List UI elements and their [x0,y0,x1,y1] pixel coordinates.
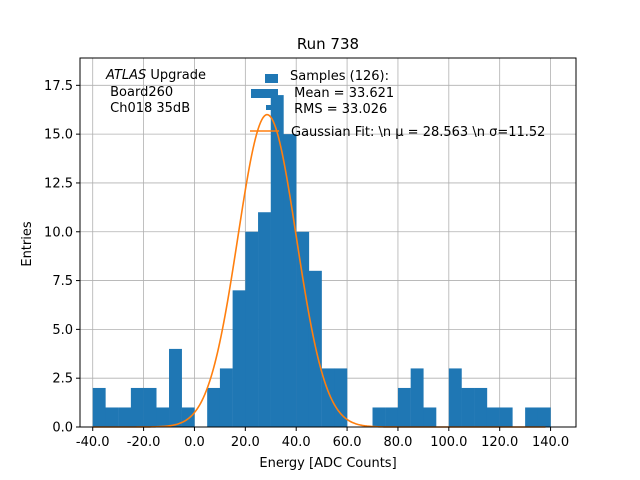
histogram-bar-7 [181,407,195,427]
atlas-upgrade: Upgrade [146,68,206,83]
y-tick-label-5: 12.5 [44,176,73,191]
histogram-bar-6 [169,348,182,427]
histogram-bar-5 [156,407,170,427]
y-tick-label-0: 0.0 [52,421,73,436]
x-tick-label-1: -20.0 [127,435,161,450]
channel-label: Ch018 35dB [106,101,190,116]
x-tick-label-4: 40.0 [282,435,311,450]
legend-samples-line-1: Samples (126): [290,69,389,84]
x-tick-label-9: 140.0 [532,435,569,450]
y-tick-label-3: 7.5 [52,274,73,289]
y-tick-label-2: 5.0 [52,323,73,338]
histogram-bar-13 [258,212,271,427]
y-axis-title: Entries [20,221,35,267]
histogram-bar-24 [397,387,411,427]
legend-swatch-samples-2 [251,89,278,98]
atlas-label: ATLAS Upgrade [105,68,206,83]
histogram-bar-30 [474,387,488,427]
histogram-bar-28 [448,368,462,427]
x-tick-label-5: 60.0 [333,435,362,450]
y-tick-label-7: 17.5 [44,79,73,94]
legend-samples-line-3: RMS = 33.026 [290,102,387,117]
histogram-bar-31 [486,407,500,427]
legend-swatch-samples-3 [266,105,278,110]
x-axis-ticks: -40.0 -20.0 0.0 20.0 40.0 60.0 80.0 100.0 120.0 1… [76,427,569,450]
x-tick-label-3: 20.0 [231,435,260,450]
histogram-bar-2 [118,407,132,427]
histogram-bar-19 [334,368,348,427]
y-tick-label-1: 2.5 [52,372,73,387]
x-tick-label-2: 0.0 [184,435,205,450]
histogram-bar-15 [283,134,297,427]
y-axis-ticks: 0.0 2.5 5.0 7.5 10.0 12.5 15.0 17.5 [44,79,80,436]
histogram-bar-4 [143,387,157,427]
legend-samples-line-2: Mean = 33.621 [290,86,394,101]
histogram-bar-35 [537,407,551,427]
histogram-bar-11 [232,290,246,427]
y-tick-label-6: 15.0 [44,128,73,143]
atlas-italic: ATLAS [105,68,146,83]
histogram-bar-29 [461,387,475,427]
histogram-bar-3 [130,387,144,427]
legend-fit-label: Gaussian Fit: \n μ = 28.563 \n σ=11.52 [291,125,545,140]
histogram-bar-26 [423,407,437,427]
legend: Samples (126): Mean = 33.621 RMS = 33.02… [250,69,545,140]
chart-title: Run 738 [297,35,359,53]
legend-swatch-samples-1 [265,74,278,83]
histogram-bars [92,95,551,427]
histogram-bar-14 [270,95,284,427]
histogram-bar-10 [219,368,233,427]
x-tick-label-0: -40.0 [76,435,110,450]
x-tick-label-7: 100.0 [430,435,467,450]
histogram-bar-0 [92,387,106,427]
board-label: Board260 [106,85,173,100]
histogram-bar-22 [372,407,386,427]
histogram-bar-1 [105,407,119,427]
histogram-bar-23 [385,407,399,427]
histogram-bar-32 [499,407,513,427]
plot-frame [79,57,577,428]
x-tick-label-8: 120.0 [481,435,518,450]
histogram-bar-25 [410,368,424,427]
y-tick-label-4: 10.0 [44,225,73,240]
x-tick-label-6: 80.0 [383,435,412,450]
histogram-bar-9 [207,387,221,427]
histogram-bar-16 [296,231,310,427]
x-axis-title: Energy [ADC Counts] [259,456,396,471]
histogram-bar-34 [525,407,539,427]
histogram-bar-12 [245,231,259,427]
